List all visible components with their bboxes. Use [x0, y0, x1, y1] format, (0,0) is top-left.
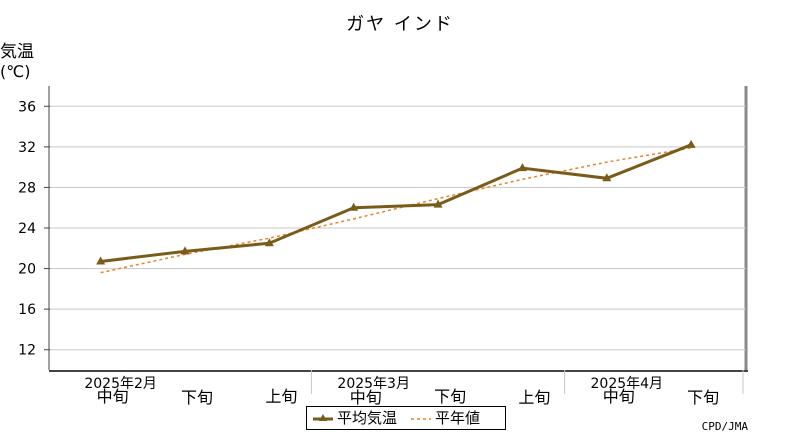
- x-tick-label: 中旬: [350, 388, 382, 407]
- y-tick-label: 28: [18, 180, 36, 196]
- credit-text: CPD/JMA: [701, 420, 748, 433]
- y-tick-labels: 12 16 20 24 28 32 36: [18, 99, 36, 358]
- y-tick-label: 32: [18, 140, 36, 156]
- x-tick-label: 下旬: [434, 387, 466, 406]
- x-tick-label: 下旬: [181, 388, 213, 407]
- x-tick-label: 上旬: [265, 387, 297, 406]
- series-mean-line: [100, 143, 692, 263]
- legend-swatches: [313, 414, 431, 421]
- y-axis-unit: (℃): [0, 62, 31, 81]
- x-tick-label: 中旬: [603, 387, 635, 406]
- series-mean-point: [517, 163, 527, 172]
- y-tick-label: 12: [18, 343, 36, 359]
- series-mean-point: [349, 202, 359, 211]
- series-normal-line: [100, 147, 692, 274]
- legend-label-mean: 平均気温: [337, 409, 398, 427]
- month-label: 2025年4月: [591, 376, 664, 392]
- month-label: 2025年3月: [337, 376, 410, 392]
- series-mean-point: [96, 256, 106, 265]
- y-tick-label: 16: [18, 302, 36, 318]
- series-mean-point: [433, 199, 443, 208]
- series-mean-point: [686, 139, 696, 148]
- legend: 平均気温 平年値: [306, 406, 506, 430]
- series-mean-point: [602, 173, 612, 182]
- y-tick-label: 20: [18, 262, 36, 278]
- x-tick-label: 上旬: [518, 388, 550, 407]
- x-axis: 中旬 下旬 上旬 中旬 下旬 上旬 中旬 下旬 2025年2月 2025年3月 2025年4月: [49, 370, 748, 407]
- series-mean-point: [264, 238, 274, 247]
- series-layer: [96, 139, 696, 274]
- y-tick-label: 36: [18, 99, 36, 115]
- legend-marker-mean: [319, 414, 327, 421]
- legend-label-normal: 平年値: [435, 409, 481, 427]
- plot-area: [48, 86, 748, 372]
- gridlines: [44, 105, 746, 351]
- y-tick-label: 24: [18, 221, 36, 237]
- x-tick-label: 下旬: [687, 388, 719, 407]
- y-axis-label: 気温 (℃): [0, 42, 40, 82]
- chart-title: ガヤ インド: [346, 14, 454, 35]
- x-tick-label: 中旬: [97, 387, 129, 406]
- y-axis-label-text: 気温: [0, 42, 34, 62]
- series-mean-point: [180, 246, 190, 255]
- month-label: 2025年2月: [84, 376, 157, 392]
